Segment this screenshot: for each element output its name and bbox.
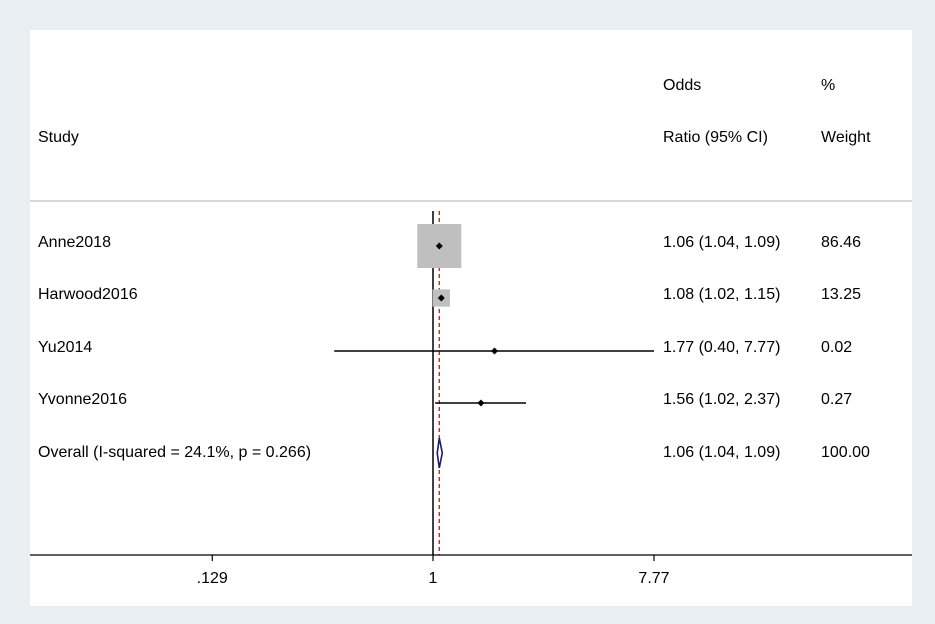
study-weight-text: 0.02 bbox=[821, 339, 852, 356]
study-ci-text: 1.08 (1.02, 1.15) bbox=[663, 286, 780, 303]
point-estimate bbox=[435, 242, 443, 250]
overall-ci-text: 1.06 (1.04, 1.09) bbox=[663, 444, 780, 461]
header-weight-line2: Weight bbox=[821, 129, 871, 146]
overall-label: Overall (I-squared = 24.1%, p = 0.266) bbox=[38, 444, 311, 461]
study-ci-text: 1.77 (0.40, 7.77) bbox=[663, 339, 780, 356]
x-tick-label: 7.77 bbox=[638, 570, 669, 587]
overall-diamond bbox=[436, 437, 444, 469]
plot-panel bbox=[30, 30, 912, 606]
study-label: Anne2018 bbox=[38, 234, 111, 251]
forest-marks: Anne2018 1.06 (1.04, 1.09) 86.46 Harwood201… bbox=[30, 211, 912, 587]
point-estimate bbox=[477, 399, 485, 407]
study-weight-text: 0.27 bbox=[821, 391, 852, 408]
point-estimate bbox=[491, 347, 499, 355]
overall-weight-text: 100.00 bbox=[821, 444, 870, 461]
study-weight-text: 86.46 bbox=[821, 234, 861, 251]
header-weight-line1: % bbox=[821, 77, 835, 94]
study-weight-text: 13.25 bbox=[821, 286, 861, 303]
header-or-line2: Ratio (95% CI) bbox=[663, 129, 768, 146]
x-tick-label: 1 bbox=[429, 570, 438, 587]
study-ci-text: 1.56 (1.02, 2.37) bbox=[663, 391, 780, 408]
header-study: Study bbox=[38, 129, 79, 146]
study-ci-text: 1.06 (1.04, 1.09) bbox=[663, 234, 780, 251]
study-label: Yu2014 bbox=[38, 339, 92, 356]
x-tick-label: .129 bbox=[197, 570, 228, 587]
point-estimate bbox=[437, 294, 445, 302]
header-or-line1: Odds bbox=[663, 77, 701, 94]
study-label: Harwood2016 bbox=[38, 286, 138, 303]
study-label: Yvonne2016 bbox=[38, 391, 127, 408]
